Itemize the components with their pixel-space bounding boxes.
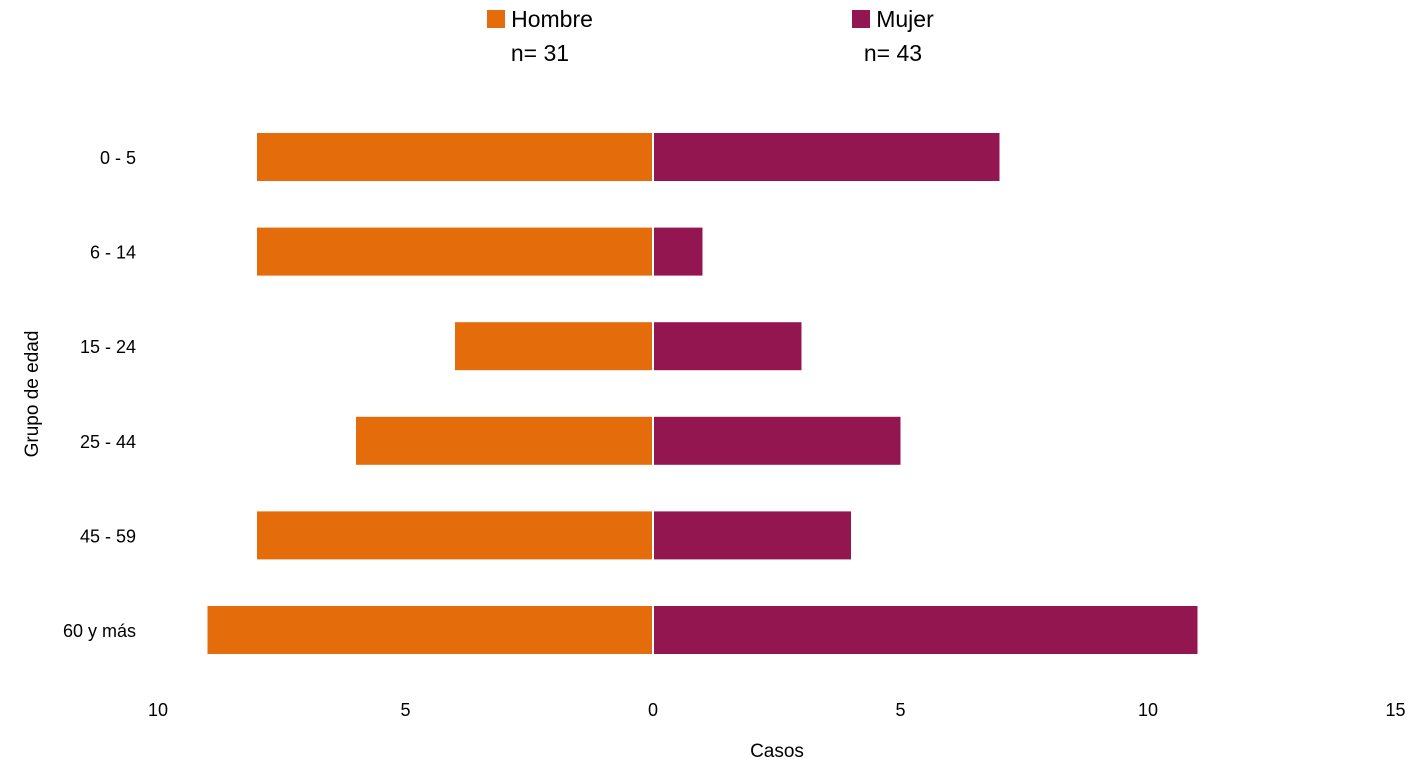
x-axis-label: Casos: [750, 741, 804, 759]
x-tick-label-3: 5: [895, 700, 905, 720]
bar-mujer-0: [654, 133, 1000, 181]
legend-label-mujer: Mujer: [876, 6, 934, 32]
bar-hombre-2: [455, 322, 653, 371]
y-tick-label-4: 45 - 59: [80, 526, 136, 546]
legend-swatch-mujer: [852, 10, 871, 28]
bar-mujer-3: [654, 416, 901, 465]
legend-swatch-hombre: [487, 10, 506, 28]
y-tick-label-2: 15 - 24: [80, 337, 136, 357]
bar-hombre-3: [356, 416, 653, 465]
x-tick-label-0: 10: [148, 700, 168, 720]
legend-n-mujer: n= 43: [863, 40, 923, 66]
y-tick-label-5: 60 y más: [63, 621, 136, 641]
legend-item-mujer: Mujer n= 43: [783, 4, 1003, 68]
y-tick-label-1: 6 - 14: [90, 243, 136, 263]
legend-label-hombre: Hombre: [511, 6, 593, 32]
y-axis-label: Grupo de edad: [22, 331, 43, 458]
bar-hombre-4: [257, 511, 653, 560]
bar-hombre-5: [207, 606, 653, 654]
bar-mujer-4: [654, 511, 851, 560]
x-tick-label-4: 10: [1138, 700, 1158, 720]
x-tick-label-5: 15: [1385, 700, 1405, 720]
legend-item-hombre: Hombre n= 31: [430, 4, 650, 68]
bar-mujer-5: [654, 606, 1198, 654]
legend-n-hombre: n= 31: [510, 40, 570, 66]
bar-hombre-1: [257, 227, 653, 276]
x-tick-label-1: 5: [400, 700, 410, 720]
bar-hombre-0: [257, 133, 653, 181]
y-tick-label-0: 0 - 5: [100, 148, 136, 168]
bar-mujer-2: [654, 322, 802, 371]
bar-mujer-1: [654, 227, 703, 276]
x-tick-label-2: 0: [648, 700, 658, 720]
y-tick-label-3: 25 - 44: [80, 432, 136, 452]
